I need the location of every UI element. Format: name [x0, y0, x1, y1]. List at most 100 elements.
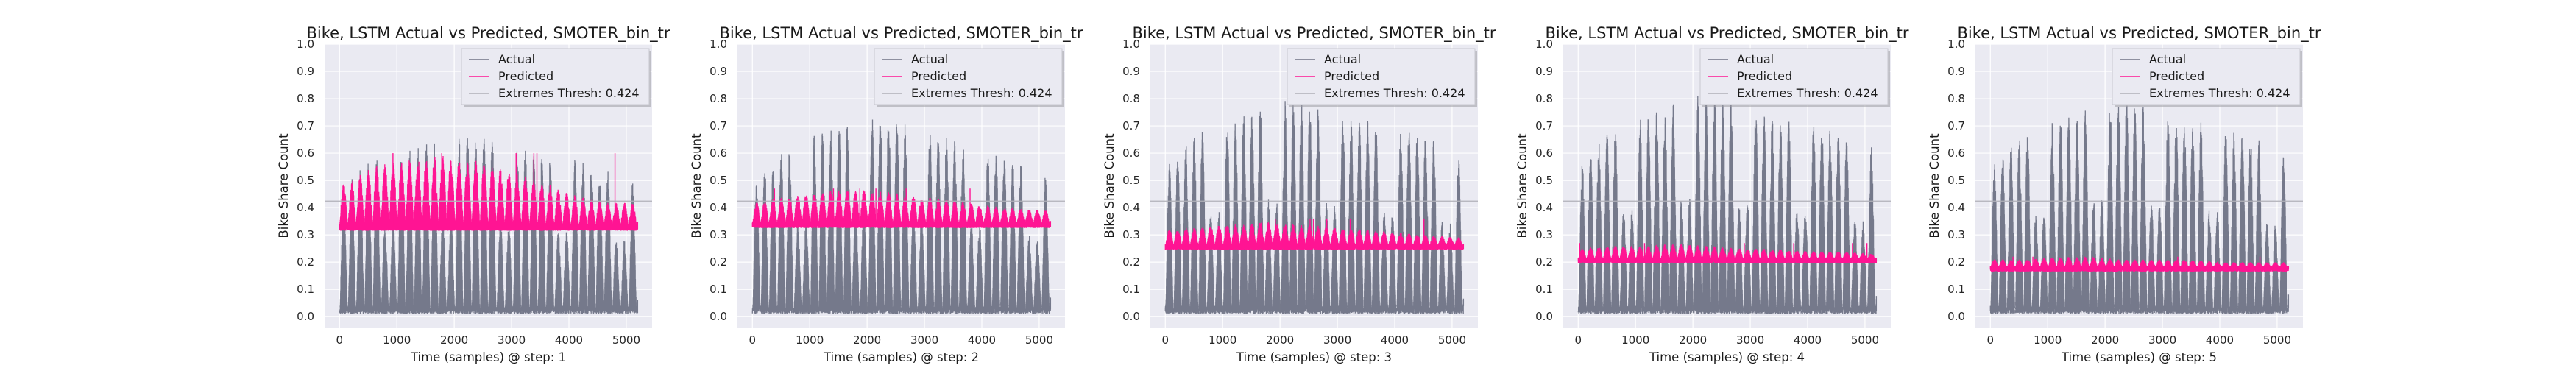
- y-axis-label: Bike Share Count: [1928, 133, 1942, 238]
- y-tick-label: 0.2: [297, 255, 314, 269]
- x-axis-label: Time (samples) @ step: 5: [2061, 350, 2217, 364]
- x-tick-label: 0: [336, 333, 343, 347]
- series-predicted-line: [339, 156, 639, 231]
- legend-item-threshold: Extremes Thresh: 0.424: [2120, 86, 2290, 100]
- legend-label: Predicted: [911, 69, 966, 83]
- legend-item-predicted: Predicted: [1295, 69, 1379, 83]
- x-axis-label: Time (samples) @ step: 1: [410, 350, 566, 364]
- legend-label: Actual: [1324, 52, 1361, 66]
- y-tick-label: 1.0: [1947, 38, 1965, 51]
- y-tick-label: 0.7: [1535, 119, 1553, 132]
- legend: Actual Predicted Extremes Thresh: 0.424: [2112, 48, 2302, 107]
- chart-panel-1: 0.0 0.1 0.2 0.3 0.4 0.5 0.6 0.7 0.8 0.9 1.0 0 1000 20…: [277, 24, 670, 364]
- y-tick-label: 0.3: [1535, 228, 1553, 241]
- x-tick-label: 4000: [968, 333, 996, 347]
- series-actual-line: [751, 119, 1052, 314]
- y-tick-label: 0.8: [710, 92, 727, 105]
- y-tick-label: 1.0: [1122, 38, 1140, 51]
- chart-panel-4: 0.0 0.1 0.2 0.3 0.4 0.5 0.6 0.7 0.8 0.9 1.0 0 1000 20…: [1515, 24, 1909, 364]
- legend-label: Extremes Thresh: 0.424: [911, 86, 1052, 100]
- y-tick-label: 0.1: [1947, 283, 1965, 296]
- x-tick-label: 3000: [1323, 333, 1351, 347]
- x-axis-label: Time (samples) @ step: 2: [823, 350, 979, 364]
- legend-label: Extremes Thresh: 0.424: [2149, 86, 2290, 100]
- y-tick-label: 0.7: [297, 119, 314, 132]
- legend-item-predicted: Predicted: [882, 69, 966, 83]
- series-predicted-line: [751, 190, 1052, 228]
- legend-item-predicted: Predicted: [2120, 69, 2204, 83]
- legend-label: Extremes Thresh: 0.424: [498, 86, 640, 100]
- x-tick-label: 4000: [2206, 333, 2234, 347]
- y-tick-label: 0.6: [1947, 146, 1965, 160]
- chart-title: Bike, LSTM Actual vs Predicted, SMOTER_b…: [719, 24, 1083, 43]
- legend: Actual Predicted Extremes Thresh: 0.424: [1699, 48, 1890, 107]
- legend-box: [1287, 48, 1476, 105]
- y-tick-label: 0.4: [710, 201, 727, 214]
- legend-label: Actual: [498, 52, 535, 66]
- y-tick-label: 0.5: [297, 174, 314, 187]
- y-tick-label: 0.1: [710, 283, 727, 296]
- y-tick-label: 0.9: [1122, 65, 1140, 78]
- legend-item-actual: Actual: [2120, 52, 2186, 66]
- legend-item-predicted: Predicted: [1708, 69, 1792, 83]
- series-actual-line: [339, 138, 639, 314]
- x-tick-label: 4000: [1381, 333, 1409, 347]
- chart-title: Bike, LSTM Actual vs Predicted, SMOTER_b…: [1957, 24, 2321, 43]
- x-tick-label: 3000: [2148, 333, 2176, 347]
- y-tick-label: 0.7: [710, 119, 727, 132]
- y-tick-label: 0.7: [1947, 119, 1965, 132]
- x-tick-label: 5000: [612, 333, 640, 347]
- x-tick-label: 3000: [910, 333, 938, 347]
- y-tick-label: 0.9: [1947, 65, 1965, 78]
- x-tick-label: 0: [1161, 333, 1169, 347]
- y-tick-label: 0.0: [297, 310, 314, 323]
- x-tick-label: 2000: [1679, 333, 1707, 347]
- x-tick-label: 0: [749, 333, 756, 347]
- legend-box: [2112, 48, 2301, 105]
- y-tick-label: 0.3: [297, 228, 314, 241]
- y-tick-label: 0.9: [1535, 65, 1553, 78]
- legend-label: Actual: [911, 52, 948, 66]
- y-tick-label: 0.0: [1947, 310, 1965, 323]
- legend-label: Extremes Thresh: 0.424: [1737, 86, 1878, 100]
- legend-item-actual: Actual: [1708, 52, 1774, 66]
- x-axis-label: Time (samples) @ step: 4: [1649, 350, 1805, 364]
- chart-panel-3: 0.0 0.1 0.2 0.3 0.4 0.5 0.6 0.7 0.8 0.9 1.0 0 1000 20…: [1103, 24, 1496, 364]
- x-tick-label: 1000: [2034, 333, 2062, 347]
- y-tick-label: 0.8: [1535, 92, 1553, 105]
- y-tick-label: 0.6: [710, 146, 727, 160]
- legend-item-threshold: Extremes Thresh: 0.424: [1295, 86, 1465, 100]
- legend-label: Actual: [1737, 52, 1774, 66]
- y-tick-label: 0.2: [1122, 255, 1140, 269]
- legend-item-actual: Actual: [882, 52, 948, 66]
- y-tick-label: 0.8: [297, 92, 314, 105]
- legend-item-threshold: Extremes Thresh: 0.424: [469, 86, 640, 100]
- legend-label: Predicted: [498, 69, 553, 83]
- series-actual-line: [1164, 101, 1465, 314]
- y-tick-label: 0.0: [1535, 310, 1553, 323]
- series-predicted-line: [1164, 222, 1465, 250]
- y-tick-label: 0.9: [297, 65, 314, 78]
- y-tick-label: 0.5: [1122, 174, 1140, 187]
- y-axis-label: Bike Share Count: [690, 133, 704, 238]
- x-tick-label: 5000: [1438, 333, 1466, 347]
- series-predicted-line: [1577, 244, 1878, 263]
- y-axis-label: Bike Share Count: [277, 133, 291, 238]
- y-tick-label: 0.4: [297, 201, 314, 214]
- legend-label: Predicted: [1324, 69, 1379, 83]
- legend-label: Predicted: [1737, 69, 1792, 83]
- x-tick-label: 5000: [1025, 333, 1053, 347]
- x-tick-label: 0: [1986, 333, 1994, 347]
- legend: Actual Predicted Extremes Thresh: 0.424: [461, 48, 651, 107]
- y-tick-label: 0.0: [710, 310, 727, 323]
- series-actual-line: [1989, 105, 2290, 314]
- legend-label: Extremes Thresh: 0.424: [1324, 86, 1465, 100]
- x-tick-label: 1000: [796, 333, 824, 347]
- y-axis-label: Bike Share Count: [1515, 133, 1529, 238]
- x-tick-label: 2000: [440, 333, 468, 347]
- y-tick-label: 0.6: [1535, 146, 1553, 160]
- y-tick-label: 0.2: [710, 255, 727, 269]
- y-tick-label: 1.0: [1535, 38, 1553, 51]
- y-tick-label: 0.8: [1122, 92, 1140, 105]
- chart-title: Bike, LSTM Actual vs Predicted, SMOTER_b…: [1545, 24, 1908, 43]
